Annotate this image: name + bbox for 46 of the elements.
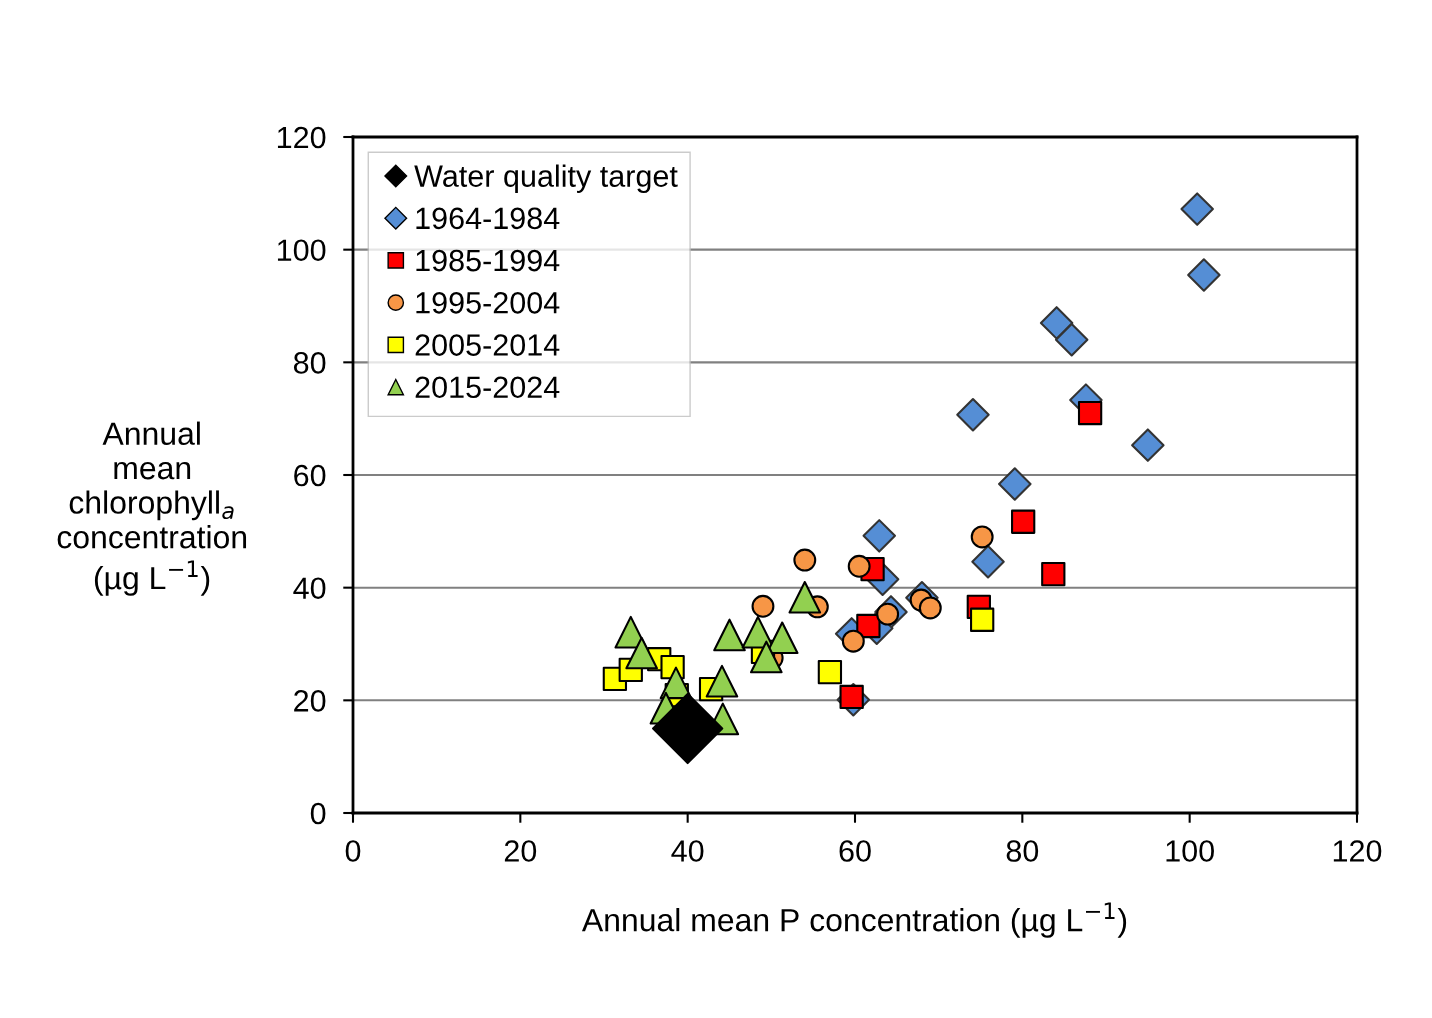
point	[713, 618, 746, 652]
point	[862, 519, 897, 553]
x-tick-label: 20	[504, 840, 537, 862]
point	[1041, 562, 1066, 587]
x-tick-label: 120	[1333, 840, 1382, 862]
x-tick-label: 0	[345, 840, 361, 862]
x-tick-label: 100	[1166, 840, 1214, 862]
point	[1077, 400, 1103, 426]
x-axis-title: Annual mean P concentration (µg L$^{−1}$)	[581, 902, 1127, 938]
point	[847, 554, 871, 578]
point	[625, 636, 658, 670]
point	[652, 692, 724, 765]
point	[793, 548, 817, 572]
x-tick-label: 80	[1006, 840, 1039, 862]
legend-label: 2015-2024	[415, 376, 560, 399]
y-tick-label: 80	[293, 352, 326, 374]
point	[1039, 306, 1074, 340]
legend-label: 1964-1984	[416, 207, 560, 230]
point	[998, 467, 1032, 501]
point	[1187, 258, 1221, 292]
y-tick-label: 100	[277, 239, 326, 262]
y-tick-label: 0	[310, 802, 326, 825]
y-tick-label: 60	[294, 464, 326, 487]
point	[956, 397, 990, 432]
point	[1011, 509, 1036, 534]
point	[970, 607, 995, 632]
point	[1131, 428, 1165, 462]
legend-label: 1995-2004	[416, 292, 560, 314]
y-tick-label: 40	[293, 577, 326, 600]
y-tick-label: 20	[294, 690, 326, 712]
y-tick-label: 120	[277, 126, 326, 149]
point	[750, 640, 783, 674]
point	[705, 664, 739, 698]
y-axis-title: Annual mean chlorophyll$_{a}$ concentration (µg L$^{−1}$)	[57, 421, 247, 596]
point	[817, 660, 843, 685]
point	[788, 580, 822, 614]
point	[970, 525, 994, 549]
legend-label: 1985-1994	[416, 249, 560, 272]
point	[971, 545, 1005, 579]
point	[751, 594, 775, 618]
x-tick-label: 40	[671, 840, 704, 862]
point	[1180, 192, 1214, 226]
legend-label: Water quality target	[414, 164, 678, 193]
legend-label: 2005-2014	[415, 334, 560, 356]
x-tick-label: 60	[839, 840, 871, 862]
point	[1054, 323, 1089, 357]
